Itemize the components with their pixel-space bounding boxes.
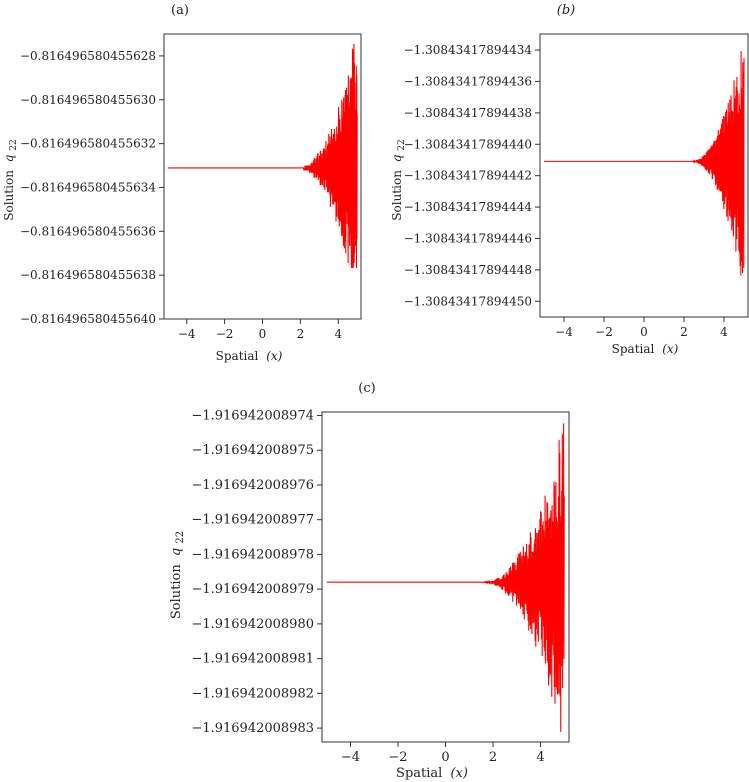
panel-b-ytick-label: −1.30843417894442 (404, 169, 532, 183)
panel-c-xtick-label: 0 (441, 750, 449, 765)
panel-b-xlabel-var: (x) (662, 342, 678, 356)
panel-b-ytick-label: −1.30843417894440 (404, 137, 532, 151)
panel-b-xtick-label: 0 (640, 325, 648, 339)
panel-c: (c) −1.916942008983−1.916942008982−1.916… (169, 381, 570, 781)
panel-c-ytick-label: −1.916942008981 (191, 652, 314, 667)
panel-a-label: (a) (171, 3, 189, 18)
panel-c-ytick-label: −1.916942008977 (191, 513, 314, 528)
panel-c-ylabel-text: Solution (169, 564, 184, 619)
panel-c-xlabel: Spatial (x) (396, 766, 468, 781)
panel-a-ylabel-text: Solution (2, 170, 16, 221)
panel-c-ytick-label: −1.916942008983 (191, 721, 314, 736)
panel-a-xlabel-text: Spatial (216, 349, 259, 363)
panel-c-xlabel-text: Spatial (396, 766, 442, 781)
panel-c-ylabel-var: q (169, 548, 184, 556)
panel-b-ylabel-var: q (390, 154, 404, 162)
panel-b-xtick-label: −2 (595, 325, 613, 339)
panel-b-ylabel-sub: 22 (397, 139, 407, 150)
panel-c-xlabel-var: (x) (450, 766, 467, 781)
panel-a-ytick-label: −0.816496580455640 (20, 312, 156, 326)
panel-c-xtick-label: −2 (388, 750, 407, 765)
panel-b-xlabel: Spatial (x) (612, 342, 679, 356)
panel-b-ytick-label: −1.30843417894436 (404, 74, 532, 88)
panel-c-ylabel: Solution q 22 (169, 531, 186, 619)
panel-c-ytick-label: −1.916942008975 (191, 443, 314, 458)
panel-c-xtick-label: 4 (536, 750, 544, 765)
panel-b-ytick-label: −1.30843417894444 (404, 200, 533, 214)
panel-a-ylabel-sub: 22 (9, 139, 19, 150)
panel-b-xtick-label: 2 (680, 325, 688, 339)
panel-a-ylabel-var: q (2, 154, 16, 162)
panel-b-ytick-label: −1.30843417894448 (404, 263, 532, 277)
panel-c-xtick-label: 2 (489, 750, 497, 765)
panel-b-ytick-label: −1.30843417894446 (404, 231, 532, 245)
panel-c-ytick-label: −1.916942008979 (191, 582, 314, 597)
panel-b: (b) −1.30843417894450−1.30843417894448−1… (390, 3, 749, 356)
panel-c-plot: −1.916942008983 −1.916942008982 −1.9169420… (191, 408, 570, 765)
panel-a-ylabel: Solution q 22 (2, 139, 19, 220)
panel-a-xtick-label: −2 (216, 327, 234, 341)
panel-a-ytick-label: −0.816496580455628 (20, 49, 156, 63)
panel-b-ytick-label: −1.30843417894438 (404, 106, 532, 120)
panel-c-series-line (326, 423, 565, 732)
panel-b-ytick-label: −1.30843417894434 (404, 43, 533, 57)
panel-a-xlabel: Spatial (x) (216, 349, 283, 363)
panel-a-ytick-label: −0.816496580455634 (20, 180, 156, 194)
panel-a-xtick-label: 0 (259, 327, 267, 341)
panel-c-xtick-label: −4 (341, 750, 360, 765)
panel-a: (a) −0.816496580455640 −0.816496580455638… (2, 3, 362, 363)
panel-c-ytick-label: −1.916942008974 (191, 408, 314, 423)
panel-c-ytick-label: −1.916942008982 (191, 686, 314, 701)
panel-a-xtick-label: 4 (334, 327, 342, 341)
panel-c-ytick-label: −1.916942008976 (191, 478, 314, 493)
panel-c-label: (c) (358, 381, 375, 396)
panel-a-ytick-label: −0.816496580455636 (20, 224, 156, 238)
panel-b-plot: −1.30843417894450 −1.30843417894448 −1.308… (404, 33, 749, 339)
panel-c-ytick-label: −1.916942008978 (191, 547, 314, 562)
panel-a-xlabel-var: (x) (266, 349, 282, 363)
panel-a-ytick-label: −0.816496580455632 (20, 137, 156, 151)
panel-a-xtick-label: −4 (178, 327, 196, 341)
panel-b-ylabel: Solution q 22 (390, 139, 407, 220)
panel-b-xlabel-text: Spatial (612, 342, 655, 356)
panel-a-series-line (167, 43, 358, 268)
panel-b-ytick-label: −1.30843417894450 (404, 294, 532, 308)
panel-b-label: (b) (557, 3, 575, 18)
panel-a-ytick-label: −0.816496580455638 (20, 268, 156, 282)
panel-a-ytick-label: −0.816496580455630 (20, 93, 156, 107)
panel-a-xtick-label: 2 (297, 327, 305, 341)
panel-b-xtick-label: 4 (720, 325, 728, 339)
panel-c-ylabel-sub: 22 (175, 531, 186, 544)
panel-a-plot: −0.816496580455640 −0.816496580455638 −0.8… (20, 33, 362, 341)
panel-b-ylabel-text: Solution (390, 170, 404, 221)
panel-b-series-line (544, 51, 745, 276)
panel-b-xtick-label: −4 (555, 325, 573, 339)
panel-c-ytick-label: −1.916942008980 (191, 617, 314, 632)
